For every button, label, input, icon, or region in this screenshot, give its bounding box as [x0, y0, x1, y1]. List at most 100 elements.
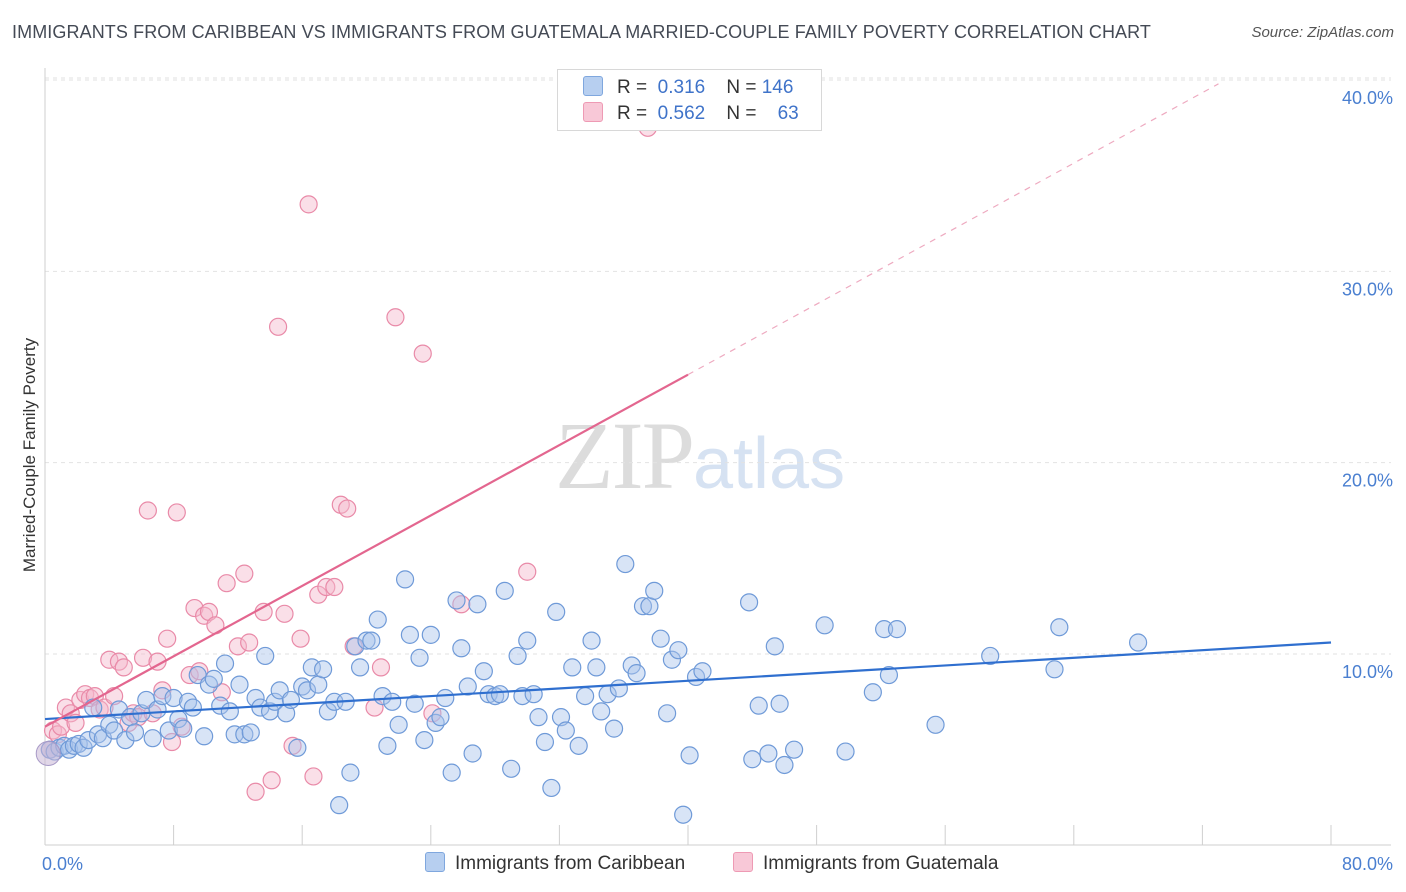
point-caribbean	[410, 648, 429, 667]
point-caribbean	[775, 755, 794, 775]
tick-labels: 10.0% 20.0% 30.0% 40.0% 0.0% 80.0%	[42, 88, 1393, 874]
point-guatemala	[291, 629, 310, 648]
point-caribbean	[535, 732, 555, 752]
point-caribbean	[153, 686, 172, 706]
watermark: ZIPatlas	[555, 400, 845, 511]
point-caribbean	[556, 721, 575, 740]
point-caribbean	[436, 688, 455, 708]
point-guatemala	[413, 344, 432, 363]
trend-lines	[44, 83, 1332, 728]
point-guatemala	[240, 633, 259, 652]
point-guatemala	[371, 658, 391, 677]
point-caribbean	[468, 595, 487, 614]
point-caribbean	[633, 597, 653, 616]
point-caribbean	[235, 725, 254, 744]
point-caribbean	[400, 625, 420, 644]
point-guatemala	[275, 604, 294, 623]
point-caribbean	[749, 696, 768, 715]
point-caribbean	[288, 738, 307, 757]
point-guatemala	[66, 713, 85, 732]
point-guatemala	[185, 598, 204, 618]
point-caribbean	[260, 702, 280, 721]
series-legend-guatemala: Immigrants from Guatemala	[733, 852, 998, 875]
legend-row-guatemala: R = 0.562 N = 63	[583, 102, 799, 126]
point-caribbean	[174, 719, 193, 738]
point-caribbean	[256, 646, 275, 666]
point-caribbean	[452, 639, 471, 658]
point-caribbean	[879, 665, 899, 685]
point-caribbean	[609, 679, 628, 698]
x-tick-label-min: 0.0%	[42, 854, 83, 874]
point-guatemala	[158, 629, 177, 648]
point-caribbean	[662, 650, 682, 669]
correlation-legend: R = 0.316 N = 146 R = 0.562 N = 63	[557, 69, 822, 131]
legend-r-value-caribbean: 0.316	[657, 77, 706, 98]
point-caribbean	[743, 750, 762, 769]
point-caribbean	[693, 662, 712, 681]
point-caribbean	[302, 658, 321, 677]
point-caribbean	[199, 675, 219, 694]
point-caribbean	[508, 646, 527, 666]
point-caribbean	[79, 730, 98, 750]
point-caribbean	[389, 715, 408, 734]
point-caribbean	[350, 658, 370, 677]
trend-line-guatemala-extension	[687, 83, 1219, 376]
point-caribbean	[765, 637, 784, 656]
legend-r-label: R =	[617, 103, 648, 124]
legend-r-label: R =	[617, 77, 648, 98]
y-tick-label: 20.0%	[1342, 471, 1393, 491]
point-guatemala	[386, 308, 405, 327]
axes	[44, 68, 1391, 846]
point-caribbean	[431, 708, 450, 727]
point-caribbean	[524, 685, 543, 704]
point-caribbean	[421, 625, 440, 644]
point-caribbean	[330, 796, 349, 815]
trend-line-caribbean	[44, 641, 1332, 721]
point-caribbean	[373, 686, 392, 706]
series-label-guatemala: Immigrants from Guatemala	[763, 853, 999, 874]
point-caribbean	[426, 713, 445, 732]
point-caribbean	[1045, 660, 1064, 679]
y-tick-label: 40.0%	[1342, 88, 1393, 108]
point-guatemala	[228, 637, 247, 656]
point-caribbean	[815, 616, 834, 635]
point-guatemala	[299, 195, 318, 214]
point-guatemala	[109, 652, 129, 671]
point-caribbean	[658, 704, 677, 723]
series-swatch-caribbean	[425, 852, 445, 872]
point-guatemala	[217, 574, 236, 593]
point-caribbean	[887, 620, 907, 639]
point-caribbean	[164, 688, 183, 708]
point-caribbean	[215, 654, 235, 673]
point-guatemala	[304, 767, 323, 786]
point-caribbean	[680, 746, 699, 765]
y-tick-label: 10.0%	[1342, 662, 1393, 682]
point-caribbean	[225, 725, 244, 744]
point-caribbean	[863, 683, 882, 702]
legend-swatch-guatemala	[583, 102, 603, 122]
series-label-caribbean: Immigrants from Caribbean	[455, 853, 686, 874]
point-guatemala	[262, 771, 281, 790]
legend-n-label: N =	[726, 77, 757, 98]
series-swatch-guatemala	[733, 852, 753, 872]
point-caribbean	[529, 708, 548, 727]
point-caribbean	[616, 554, 635, 574]
point-cluster	[35, 740, 61, 766]
point-caribbean	[627, 664, 646, 683]
legend-n-value-guatemala: 63	[777, 103, 799, 124]
point-guatemala	[235, 564, 254, 583]
point-caribbean	[143, 729, 162, 748]
point-caribbean	[542, 778, 561, 798]
point-caribbean	[645, 581, 664, 600]
point-caribbean	[309, 675, 328, 694]
chart-title: IMMIGRANTS FROM CARIBBEAN VS IMMIGRANTS …	[12, 22, 1152, 42]
point-guatemala	[518, 562, 537, 581]
point-caribbean	[770, 694, 789, 713]
point-caribbean	[551, 708, 571, 727]
point-caribbean	[759, 744, 778, 763]
source-credit: Source: ZipAtlas.com	[1251, 24, 1394, 41]
point-guatemala	[114, 658, 133, 677]
point-guatemala	[162, 732, 182, 752]
point-caribbean	[297, 681, 317, 700]
point-caribbean	[587, 658, 606, 677]
